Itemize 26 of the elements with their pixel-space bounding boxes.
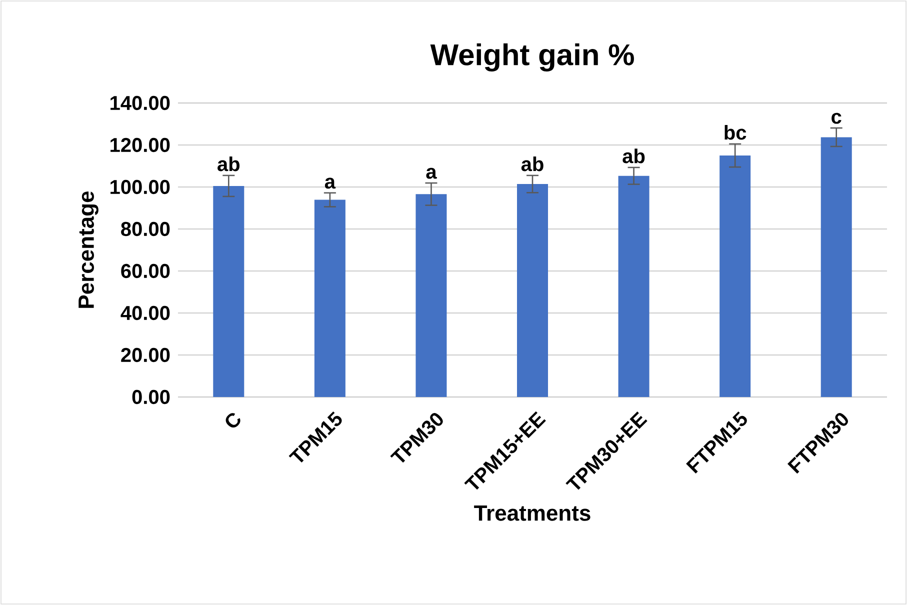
annotation: bc xyxy=(724,125,746,140)
y-axis-title: Percentage xyxy=(78,191,98,308)
y-tick-label: 120.00 xyxy=(110,138,170,152)
annotation: ab xyxy=(218,156,240,172)
chart-title: Weight gain % xyxy=(430,43,634,72)
annotation: a xyxy=(426,168,437,179)
bar xyxy=(416,194,447,397)
y-tick-label: 0.00 xyxy=(132,390,170,404)
y-tick-label: 140.00 xyxy=(110,96,170,110)
y-tick-label: 100.00 xyxy=(110,180,170,194)
annotation: c xyxy=(832,112,842,124)
bar xyxy=(314,200,346,397)
bar xyxy=(720,156,751,397)
annotation: ab xyxy=(521,156,544,172)
annotation: a xyxy=(324,178,336,189)
x-axis-title: Treatments xyxy=(474,505,590,521)
bar xyxy=(213,186,244,397)
x-tick-label: C xyxy=(226,413,240,428)
y-tick-label: 80.00 xyxy=(121,222,170,236)
y-tick-label: 40.00 xyxy=(120,306,170,320)
y-tick-label: 60.00 xyxy=(121,264,170,278)
bar xyxy=(517,184,548,397)
bar xyxy=(618,176,650,397)
y-tick-label: 20.00 xyxy=(121,348,170,362)
bar xyxy=(820,137,852,397)
annotation: ab xyxy=(622,148,645,164)
